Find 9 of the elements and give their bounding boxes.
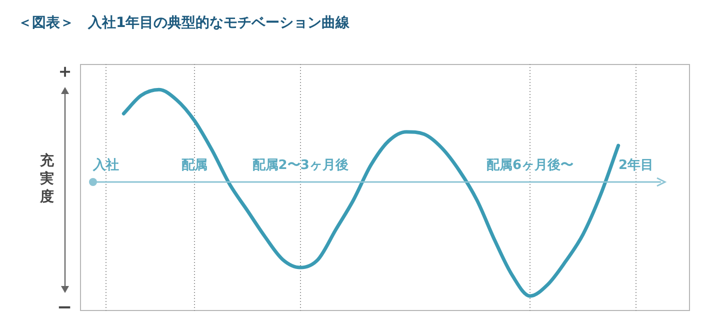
text: − bbox=[57, 297, 72, 318]
x-tick-label: 配属6ヶ月後〜 bbox=[486, 157, 574, 174]
x-tick-label: 配属2〜3ヶ月後 bbox=[252, 157, 348, 174]
y-axis-title: 充実度 bbox=[38, 152, 55, 206]
x-tick-label: 入社 bbox=[92, 157, 119, 174]
chart-title: ＜図表＞ 入社1年目の典型的なモチベーション曲線 bbox=[18, 14, 350, 32]
x-tick-label: 配属 bbox=[181, 158, 208, 174]
text: ＋ bbox=[56, 61, 74, 82]
x-tick-label: 2年目 bbox=[618, 158, 654, 174]
